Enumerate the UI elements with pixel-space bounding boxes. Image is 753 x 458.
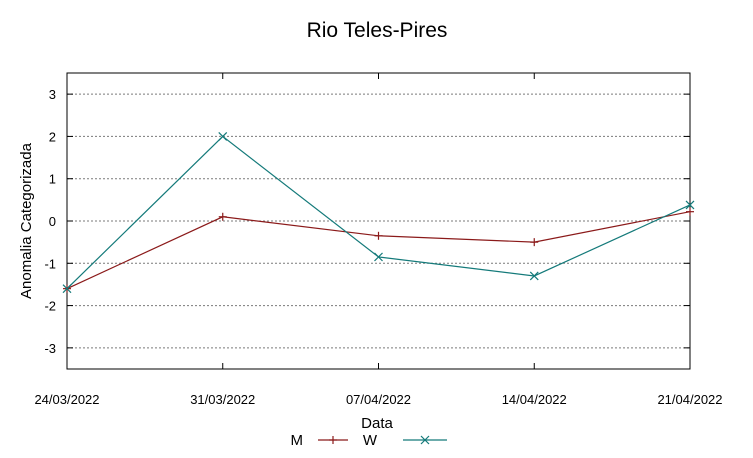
data-point	[218, 132, 228, 141]
data-point-marker	[62, 284, 72, 294]
data-point	[530, 238, 539, 247]
data-point	[685, 200, 695, 210]
data-point-marker	[218, 132, 228, 141]
series-group	[62, 132, 695, 294]
x-tick-label: 24/03/2022	[34, 392, 99, 407]
data-point-marker	[374, 252, 383, 262]
legend-marker	[420, 435, 430, 445]
x-tick-label: 07/04/2022	[346, 392, 411, 407]
legend-label-M: M	[291, 432, 304, 449]
x-axis-label: Data	[361, 415, 393, 432]
data-point	[529, 271, 539, 281]
x-tick-label: 14/04/2022	[502, 392, 567, 407]
y-tick-label: -2	[44, 299, 56, 314]
legend-marker-W	[420, 435, 430, 445]
data-point	[374, 252, 383, 262]
chart-title: Rio Teles-Pires	[307, 19, 448, 42]
series-M	[63, 207, 694, 293]
data-point-marker	[685, 200, 695, 210]
legend-marker-M	[329, 436, 337, 444]
y-tick-label: 1	[49, 172, 56, 187]
legend-label-W: W	[363, 432, 378, 449]
x-tick-label: 31/03/2022	[190, 392, 255, 407]
y-tick-label: 0	[49, 214, 56, 229]
data-point	[62, 284, 72, 294]
x-axis: 24/03/2022 31/03/2022 07/04/2022 14/04/2022…	[34, 73, 723, 407]
y-axis: -3 -2 -1 0 1 2 3	[44, 87, 690, 356]
series-line-W	[66, 135, 691, 290]
series-line-M	[66, 211, 691, 290]
grid	[67, 93, 690, 349]
series-W	[62, 132, 695, 294]
y-axis-label: Anomalia Categorizada	[18, 142, 35, 299]
y-tick-label: 2	[49, 129, 56, 144]
data-point	[218, 212, 227, 221]
data-point-marker	[529, 271, 539, 281]
data-point	[374, 231, 383, 240]
y-tick-label: 3	[49, 87, 56, 102]
x-tick-label: 21/04/2022	[657, 392, 722, 407]
y-tick-label: -3	[44, 341, 56, 356]
data-point	[686, 207, 694, 216]
y-tick-label: -1	[44, 256, 56, 271]
